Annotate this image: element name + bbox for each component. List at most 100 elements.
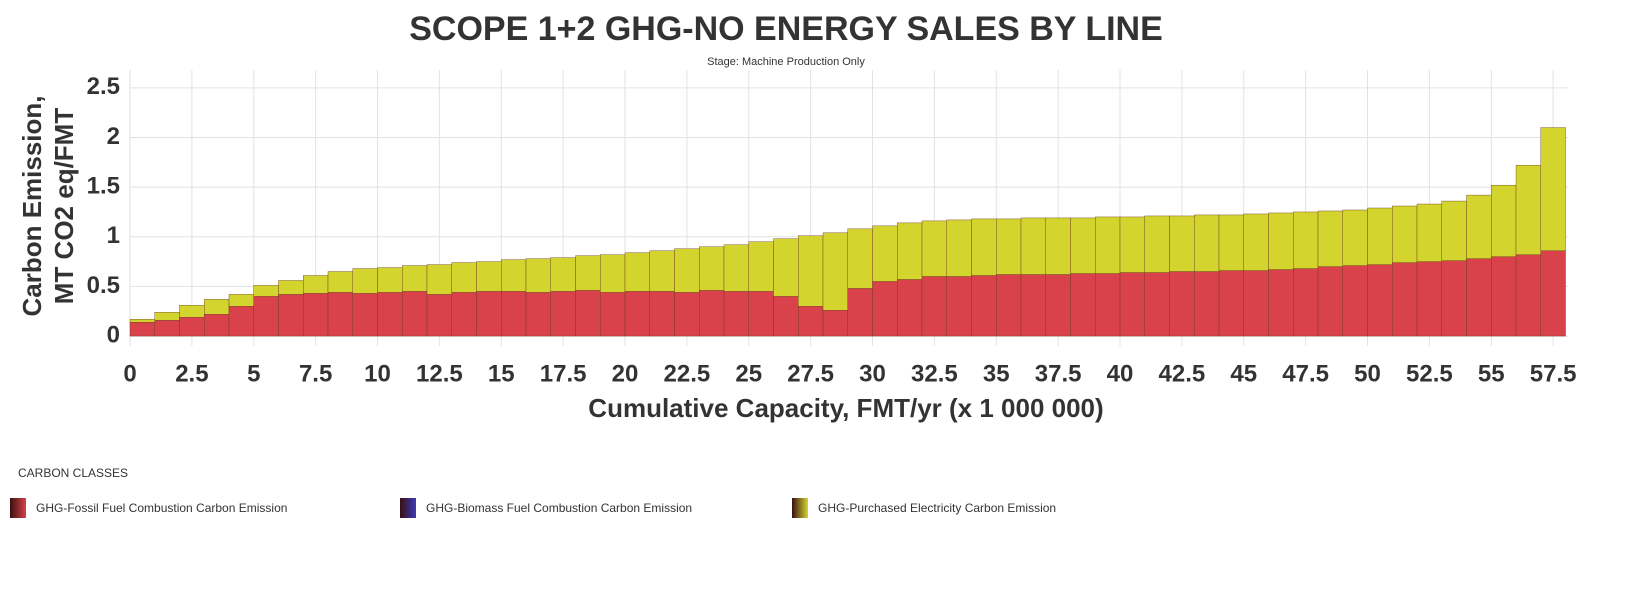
x-tick-label: 5 (247, 360, 260, 387)
bar-segment (822, 310, 848, 337)
bar-segment (897, 279, 923, 337)
bar-segment (253, 285, 279, 297)
x-tick-label: 12.5 (416, 360, 463, 387)
y-tick-label: 1.5 (87, 172, 120, 199)
x-tick-label: 57.5 (1530, 360, 1577, 387)
bar-segment (377, 292, 403, 337)
bar-segment (228, 306, 254, 337)
bar-segment (1392, 262, 1418, 337)
bar-segment (129, 321, 155, 337)
bar-segment (1045, 274, 1071, 337)
bar-segment (723, 244, 749, 292)
bar-segment (1194, 271, 1220, 337)
bar-segment (1268, 269, 1294, 337)
bar-segment (575, 255, 601, 291)
legend-swatch (400, 498, 416, 518)
bar-segment (649, 250, 675, 292)
bar-segment (1020, 274, 1046, 337)
bar-segment (748, 241, 774, 292)
x-tick-label: 10 (364, 360, 391, 387)
x-tick-label: 7.5 (299, 360, 332, 387)
y-axis-label: MT CO2 eq/FMT (49, 108, 79, 305)
bar-segment (872, 225, 898, 282)
bar-segment (501, 291, 527, 337)
bar-segment (352, 293, 378, 337)
bar-segment (476, 261, 502, 292)
bar-segment (748, 291, 774, 337)
bar-segment (897, 222, 923, 280)
bar-segment (377, 267, 403, 293)
legend-swatch (792, 498, 808, 518)
bar-segment (674, 248, 700, 293)
bar-segment (1392, 205, 1418, 263)
bar-segment (154, 319, 180, 337)
bar-segment (1268, 212, 1294, 270)
bar-segment (723, 291, 749, 337)
bar-segment (1491, 184, 1517, 257)
bar-segment (327, 292, 353, 337)
bar-segment (1441, 260, 1467, 337)
bar-segment (1243, 213, 1269, 271)
bar-segment (179, 305, 205, 318)
bar-segment (154, 312, 180, 321)
bar-segment (327, 271, 353, 293)
bar-segment (996, 218, 1022, 275)
legend-label: GHG-Biomass Fuel Combustion Carbon Emiss… (426, 501, 692, 515)
bar-segment (352, 268, 378, 294)
legend-title: CARBON CLASSES (18, 466, 128, 480)
bar-segment (278, 294, 304, 337)
chart-subtitle: Stage: Machine Production Only (707, 56, 865, 68)
bar-segment (1317, 210, 1343, 267)
bar-segment (204, 299, 230, 315)
bar-segment (921, 220, 947, 277)
bar-segment (1367, 207, 1393, 265)
x-tick-label: 25 (735, 360, 762, 387)
x-tick-label: 30 (859, 360, 886, 387)
x-tick-label: 45 (1230, 360, 1257, 387)
bar-segment (402, 265, 428, 292)
x-tick-label: 35 (983, 360, 1010, 387)
bar-segment (303, 275, 329, 294)
bar-segment (1218, 270, 1244, 337)
bar-segment (253, 296, 279, 337)
bar-segment (525, 258, 551, 293)
bar-segment (278, 280, 304, 295)
bar-segment (600, 254, 626, 293)
legend-label: GHG-Purchased Electricity Carbon Emissio… (818, 501, 1056, 515)
x-tick-label: 52.5 (1406, 360, 1453, 387)
x-tick-label: 37.5 (1035, 360, 1082, 387)
bar-segment (971, 275, 997, 337)
bar-segment (847, 288, 873, 337)
x-tick-label: 40 (1107, 360, 1134, 387)
bar-segment (1144, 272, 1170, 337)
bar-segment (1466, 258, 1492, 337)
bar-segment (228, 294, 254, 307)
bar-segment (1218, 214, 1244, 271)
bar-segment (624, 291, 650, 337)
bar-segment (946, 219, 972, 277)
legend-swatch (10, 498, 26, 518)
bar-segment (1194, 214, 1220, 272)
x-tick-label: 42.5 (1159, 360, 1206, 387)
bar-segment (996, 274, 1022, 337)
y-tick-label: 2 (107, 123, 120, 150)
bar-segment (1070, 217, 1096, 274)
y-tick-label: 2.5 (87, 73, 120, 100)
x-tick-label: 47.5 (1282, 360, 1329, 387)
bar-segment (1119, 272, 1145, 337)
bar-segment (204, 314, 230, 337)
x-tick-label: 0 (123, 360, 136, 387)
x-tick-label: 17.5 (540, 360, 587, 387)
bar-segment (798, 306, 824, 337)
bar-segment (699, 246, 725, 291)
bar-segment (1540, 250, 1566, 337)
bar-segment (847, 228, 873, 289)
bar-segment (1540, 127, 1566, 251)
bar-segment (971, 218, 997, 276)
bar-segment (649, 291, 675, 337)
legend-label: GHG-Fossil Fuel Combustion Carbon Emissi… (36, 501, 287, 515)
bar-segment (426, 294, 452, 337)
bar-segment (1119, 216, 1145, 273)
bar-segment (921, 276, 947, 337)
